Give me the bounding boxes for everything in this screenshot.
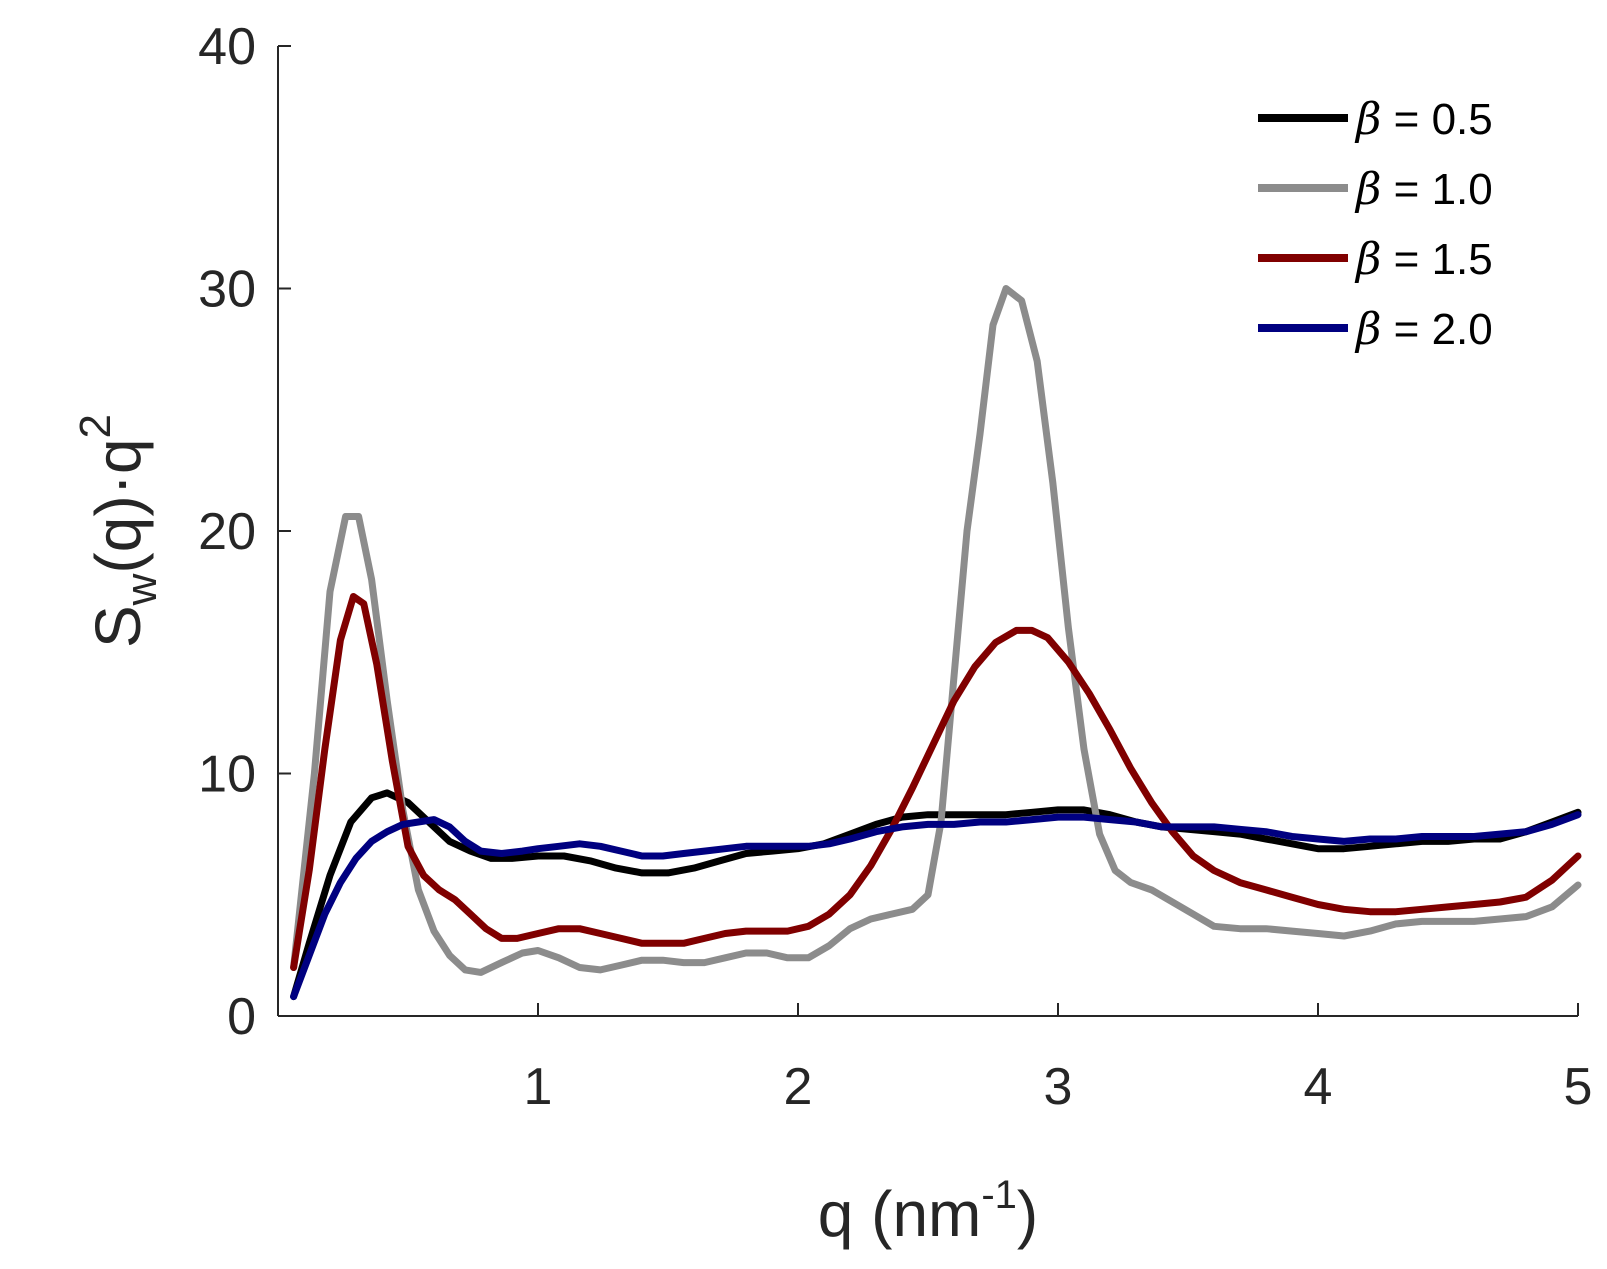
legend-label-1: β = 0.5	[1354, 94, 1493, 145]
legend: β = 0.5 β = 1.0 β = 1.5 β = 2.0	[1258, 94, 1493, 355]
x-axis-title: q (nm-1)	[818, 1173, 1038, 1250]
y-axis-title: Sw(q)·q2	[71, 414, 166, 648]
y-tick-label: 30	[198, 261, 256, 319]
series-line-4	[290, 811, 1582, 1001]
x-tick-label: 4	[1304, 1058, 1333, 1116]
series-line-1	[290, 789, 1582, 1001]
series-line-3	[290, 593, 1582, 971]
x-tick-label: 3	[1044, 1058, 1073, 1116]
x-tick-label: 5	[1564, 1058, 1593, 1116]
axes: 1 2 3 4 5 0 10 20 30 40 q (nm-1) Sw(q)·q2	[71, 18, 1592, 1250]
y-tick-label: 20	[198, 503, 256, 561]
plot-area	[290, 285, 1582, 1001]
y-tick-label: 10	[198, 746, 256, 804]
y-tick-label: 0	[227, 988, 256, 1046]
x-tick-label: 2	[784, 1058, 813, 1116]
x-tick-label: 1	[524, 1058, 553, 1116]
legend-label-3: β = 1.5	[1354, 234, 1493, 285]
legend-label-2: β = 1.0	[1354, 164, 1493, 215]
legend-label-4: β = 2.0	[1354, 304, 1493, 355]
y-tick-label: 40	[198, 18, 256, 76]
series-line-2	[290, 285, 1582, 976]
